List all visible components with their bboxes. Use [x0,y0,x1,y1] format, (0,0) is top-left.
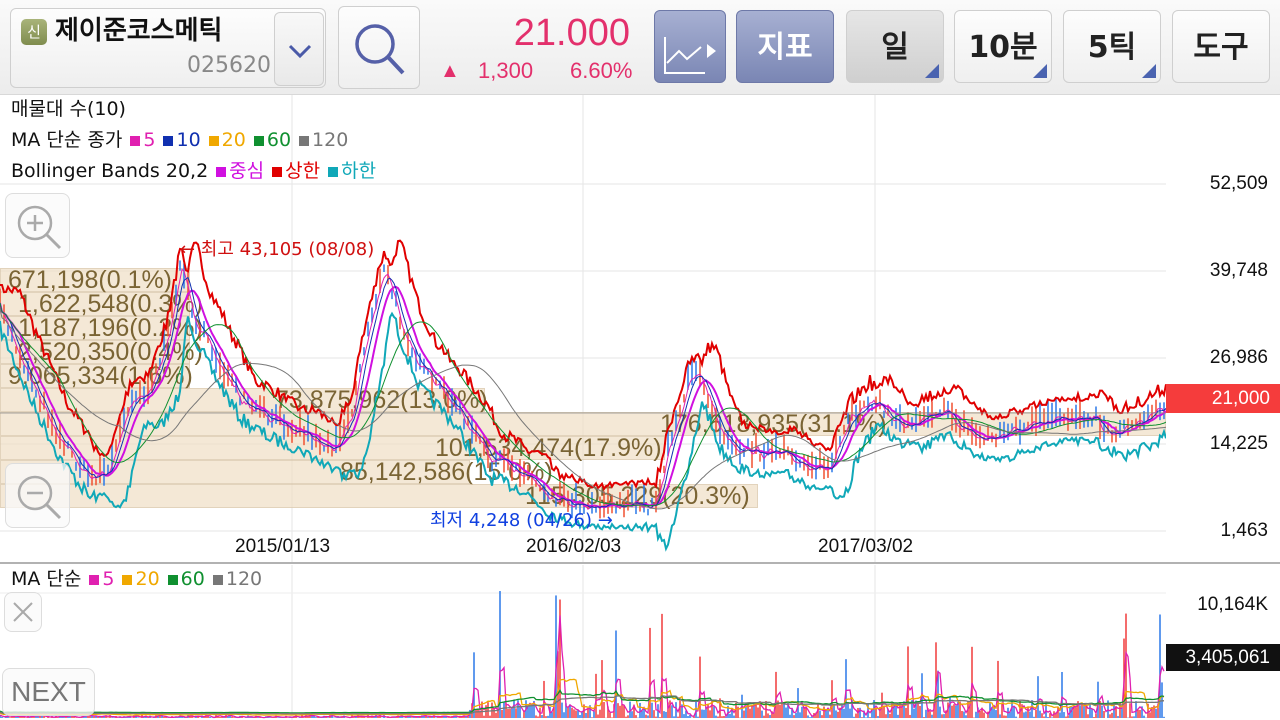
volume-profile-legend: 매물대 수(10) [11,98,126,120]
volume-ma-legend: MA 단순 5 20 60 120 [11,567,262,591]
zoom-in-button[interactable] [5,193,70,258]
y-axis-label: 39,748 [1209,260,1268,281]
y-axis-label: 52,509 [1209,173,1268,194]
legend-swatch [212,575,223,585]
up-arrow-icon: ▲ [440,60,460,82]
zoom-out-button[interactable] [5,463,70,528]
x-axis-label: 2015/01/13 [235,536,331,557]
ma-legend-label: MA 단순 종가 [11,129,123,151]
volume-profile-bar [0,292,190,316]
next-button[interactable]: NEXT [2,668,95,716]
low-price-label: 최저 4,248 (04/26) → [430,510,613,531]
period-10min-label: 10분 [968,30,1038,65]
x-axis-label: 2016/02/03 [526,536,622,557]
corner-triangle-icon [925,64,939,78]
volume-profile-bar [0,268,190,292]
bollinger-lower-line [0,311,1166,552]
legend-item: 5 [102,568,115,590]
x-axis-label: 2017/03/02 [818,536,914,557]
current-price-tag: 21,000 [1166,384,1280,413]
close-button[interactable] [4,592,42,632]
legend-swatch [253,136,264,146]
chart-type-button[interactable] [654,10,726,83]
legend-swatch [167,575,178,585]
legend-item: 상한 [285,160,321,182]
ma120-line [0,308,1166,510]
current-volume-tag: 3,405,061 [1166,644,1280,671]
volume-ma-legend-label: MA 단순 [11,568,82,590]
stock-selector[interactable]: 신 제이준코스메틱 025620 [10,8,326,88]
high-price-label: ← 최고 43,105 (08/08) [180,239,375,260]
tools-button[interactable]: 도구 [1172,10,1270,83]
legend-item: 하한 [341,160,377,182]
legend-item: 120 [225,568,263,590]
legend-swatch [328,167,339,177]
volume-axis-max: 10,164K [1197,594,1268,615]
search-button[interactable] [338,6,420,89]
legend-item: 60 [180,568,205,590]
legend-swatch [163,136,174,146]
bollinger-legend: Bollinger Bands 20,2 중심 상한 하한 [11,159,376,183]
stock-name: 제이준코스메틱 [55,16,223,46]
price-chart[interactable] [0,0,1166,562]
ma60-line [0,302,1166,507]
legend-swatch [89,575,100,585]
ma10-line [0,276,1166,509]
toolbar: 신 제이준코스메틱 025620 21.000 ▲ 1,300 6.60% 지표… [0,0,1280,95]
zoom-in-icon [17,205,62,250]
corner-triangle-icon [1033,64,1047,78]
bollinger-middle-line [0,285,1166,509]
line-chart-icon [664,37,716,74]
y-axis-label: 26,986 [1209,347,1268,368]
legend-item: 5 [143,129,156,151]
close-icon [13,602,33,622]
legend-item: 60 [266,129,292,151]
current-price: 21.000 [513,12,630,54]
volume-profile-label: 671,198(0.1%) [8,266,173,294]
legend-item: 20 [221,129,246,151]
credit-badge: 신 [21,19,47,45]
corner-triangle-icon [1142,64,1156,78]
zoom-out-icon [17,475,62,520]
tick-5-label: 5틱 [1087,30,1137,65]
indicator-button[interactable]: 지표 [736,10,834,83]
volume-chart[interactable] [0,0,1166,720]
bollinger-legend-label: Bollinger Bands 20,2 [11,160,209,182]
period-day-button[interactable]: 일 [846,10,944,83]
legend-item: 120 [312,129,349,151]
volume-ma5-line [0,615,1165,719]
search-icon [355,24,405,75]
legend-swatch [122,575,133,585]
period-10min-button[interactable]: 10분 [954,10,1052,83]
y-axis-label: 1,463 [1220,520,1268,541]
volume-ma60-line [0,688,1165,714]
legend-item: 20 [135,568,160,590]
legend-swatch [272,167,283,177]
price-change: 1,300 [478,58,534,83]
legend-swatch [130,136,141,146]
price-change-percent: 6.60% [570,58,633,83]
legend-swatch [216,167,227,177]
bollinger-upper-line [0,239,1166,492]
stock-dropdown-button[interactable] [274,12,324,86]
chevron-down-icon [288,44,312,59]
period-day-label: 일 [881,30,909,65]
y-axis-label: 14,225 [1209,433,1268,454]
stock-code: 025620 [187,53,271,78]
volume-profile-bar [0,316,190,340]
ma-legend: MA 단순 종가 5 10 20 60 120 [11,128,348,152]
tick-5-button[interactable]: 5틱 [1063,10,1161,83]
legend-item: 중심 [229,160,265,182]
legend-swatch [208,136,219,146]
volume-ma120-line [0,695,1165,715]
volume-ma20-line [0,678,1165,716]
legend-item: 10 [176,129,201,151]
legend-swatch [299,136,310,146]
